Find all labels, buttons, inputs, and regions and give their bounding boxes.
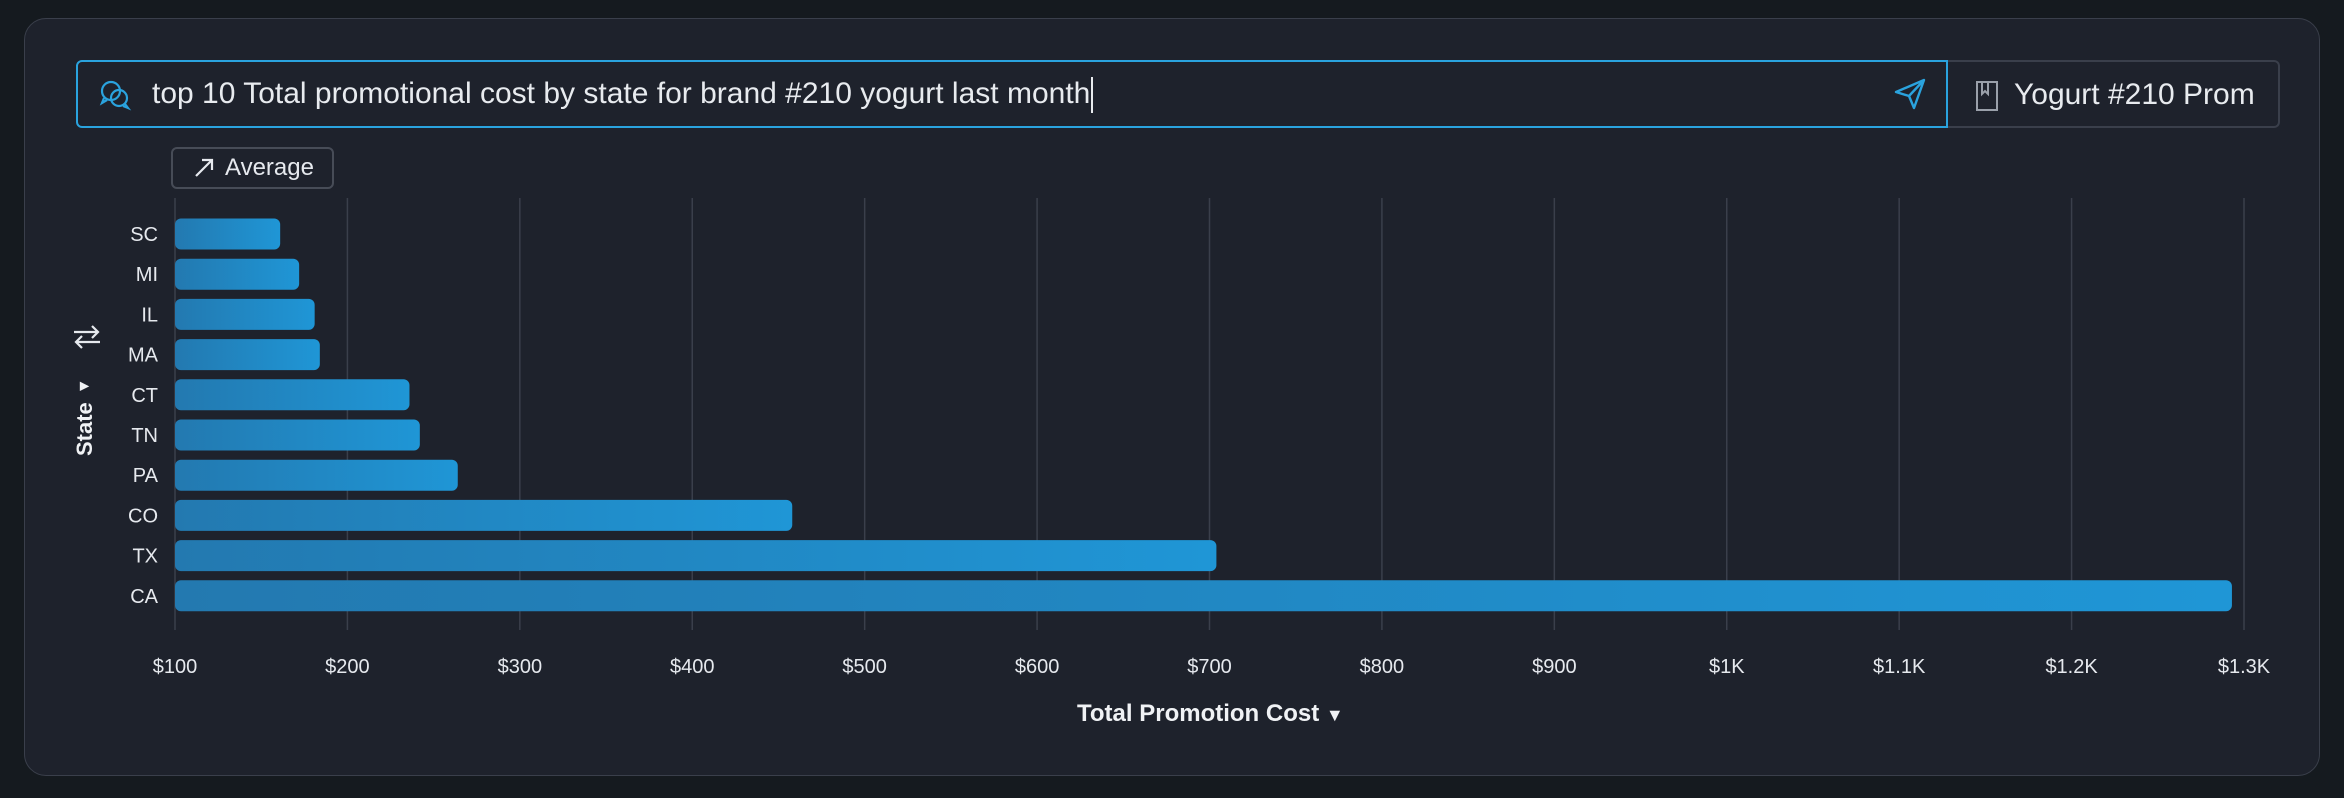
bar-ct[interactable] xyxy=(175,379,410,411)
x-tick-label: $1K xyxy=(1709,656,1745,678)
category-label: TN xyxy=(131,425,158,447)
category-label: CA xyxy=(130,586,158,608)
chat-bubbles-icon xyxy=(99,80,132,111)
x-tick-label: $300 xyxy=(498,656,543,678)
x-tick-label: $800 xyxy=(1360,656,1405,678)
send-icon[interactable] xyxy=(1892,76,1928,112)
average-button[interactable]: Average xyxy=(171,147,334,189)
category-label: SC xyxy=(130,224,158,246)
x-axis-title-text: Total Promotion Cost xyxy=(1077,700,1320,727)
bar-co[interactable] xyxy=(175,499,793,531)
saved-answer-label: Yogurt #210 Prom xyxy=(2014,78,2255,111)
search-query-text: top 10 Total promotional cost by state f… xyxy=(152,77,1091,110)
bar-tn[interactable] xyxy=(175,419,420,451)
x-tick-label: $1.3K xyxy=(2218,656,2271,678)
x-axis-dropdown-icon: ▼ xyxy=(1325,705,1344,725)
x-tick-label: $100 xyxy=(153,656,198,678)
bar-mi[interactable] xyxy=(175,258,300,290)
swap-axes-icon[interactable] xyxy=(70,320,104,354)
search-bar[interactable]: top 10 Total promotional cost by state f… xyxy=(76,60,1948,128)
trend-arrow-icon xyxy=(195,158,214,177)
bar-il[interactable] xyxy=(175,298,315,330)
x-tick-label: $1.2K xyxy=(2045,656,2098,678)
category-label: IL xyxy=(141,304,158,326)
category-label: PA xyxy=(133,465,159,487)
average-label: Average xyxy=(225,154,314,181)
search-input[interactable]: top 10 Total promotional cost by state f… xyxy=(152,62,1094,126)
x-tick-label: $400 xyxy=(670,656,715,678)
x-tick-label: $900 xyxy=(1532,656,1577,678)
category-label: MA xyxy=(128,345,159,367)
text-caret xyxy=(1091,77,1094,114)
bar-sc[interactable] xyxy=(175,218,281,250)
x-tick-label: $500 xyxy=(842,656,887,678)
saved-answer-button[interactable]: Yogurt #210 Prom xyxy=(1948,60,2280,128)
bar-ca[interactable] xyxy=(175,580,2232,612)
x-axis-title[interactable]: Total Promotion Cost ▼ xyxy=(1077,700,1344,730)
x-tick-label: $1.1K xyxy=(1873,656,1926,678)
bookmark-icon xyxy=(1976,81,1998,111)
x-tick-label: $600 xyxy=(1015,656,1060,678)
bar-ma[interactable] xyxy=(175,339,320,371)
category-label: CO xyxy=(128,505,158,527)
bar-tx[interactable] xyxy=(175,540,1217,572)
x-tick-label: $700 xyxy=(1187,656,1232,678)
category-label: TX xyxy=(132,546,158,568)
category-label: MI xyxy=(136,264,158,286)
category-label: CT xyxy=(131,385,158,407)
x-tick-label: $200 xyxy=(325,656,370,678)
bar-pa[interactable] xyxy=(175,459,458,491)
